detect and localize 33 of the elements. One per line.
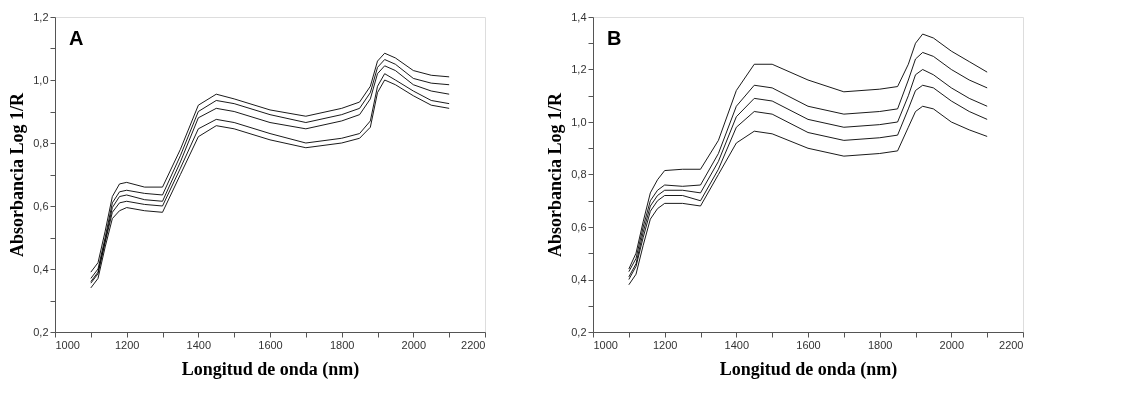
x-tick-label: 1200: [114, 338, 140, 351]
y-tick-label: 0,4: [571, 273, 587, 285]
x-tick-label: 1800: [867, 338, 893, 351]
y-tick-label: 0,2: [33, 325, 49, 338]
x-tick-label: 1400: [724, 338, 750, 351]
x-tick-label: 1600: [258, 338, 283, 351]
x-tick-label: 1200: [652, 338, 678, 351]
y-axis-title: Absorbancia Log 1/R: [545, 91, 566, 258]
x-tick-label: 2200: [999, 338, 1024, 351]
y-tick-label: 1,2: [571, 63, 587, 75]
y-tick-label: 0,6: [571, 220, 587, 233]
x-axis-title: Longitud de onda (nm): [719, 358, 898, 380]
x-tick-label: 1000: [593, 338, 618, 351]
x-tick-label: 1000: [55, 338, 80, 351]
x-tick-label: 2000: [939, 338, 965, 351]
annotation: A: [69, 27, 84, 49]
y-tick-label: 1,4: [571, 10, 587, 23]
x-tick-label: 2000: [401, 338, 427, 351]
y-tick-label: 0,8: [571, 168, 587, 180]
y-tick-label: 0,4: [33, 262, 49, 275]
y-tick-label: 0,8: [33, 136, 49, 149]
y-tick-label: 1,2: [33, 10, 49, 23]
x-tick-label: 2200: [461, 338, 486, 351]
y-axis-title: Absorbancia Log 1/R: [7, 91, 28, 258]
y-tick-label: 0,6: [33, 199, 49, 212]
x-tick-label: 1400: [186, 338, 212, 351]
x-tick-label: 1800: [329, 338, 355, 351]
x-tick-label: 1600: [796, 338, 821, 351]
y-tick-label: 1,0: [571, 115, 587, 128]
x-axis-title: Longitud de onda (nm): [181, 358, 360, 380]
y-tick-label: 1,0: [33, 73, 49, 86]
y-tick-label: 0,2: [571, 325, 587, 338]
annotation: B: [607, 27, 622, 49]
